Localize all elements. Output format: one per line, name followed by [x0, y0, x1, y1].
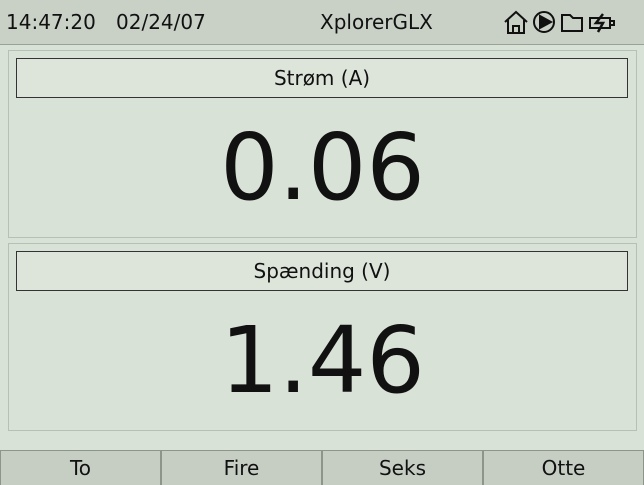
home-icon[interactable]	[504, 10, 528, 34]
display-value: 1.46	[220, 307, 425, 414]
status-icons	[504, 10, 615, 34]
softkey-bar: To Fire Seks Otte	[0, 450, 644, 485]
softkey[interactable]: Seks	[322, 450, 483, 485]
display-label: Strøm (A)	[16, 58, 628, 98]
play-icon[interactable]	[533, 11, 555, 33]
power-icon	[589, 17, 615, 29]
date: 02/24/07	[116, 10, 206, 34]
display-label: Spænding (V)	[16, 251, 628, 291]
app-title: XplorerGLX	[320, 10, 433, 34]
softkey[interactable]: Otte	[483, 450, 644, 485]
status-bar: 14:47:20 02/24/07 XplorerGLX	[0, 0, 644, 45]
display-panel: Spænding (V) 1.46	[8, 243, 637, 431]
softkey[interactable]: Fire	[161, 450, 322, 485]
display-value: 0.06	[220, 114, 425, 221]
clock: 14:47:20	[6, 10, 96, 34]
display-panel: Strøm (A) 0.06	[8, 50, 637, 238]
folder-icon[interactable]	[561, 14, 583, 32]
softkey[interactable]: To	[0, 450, 161, 485]
